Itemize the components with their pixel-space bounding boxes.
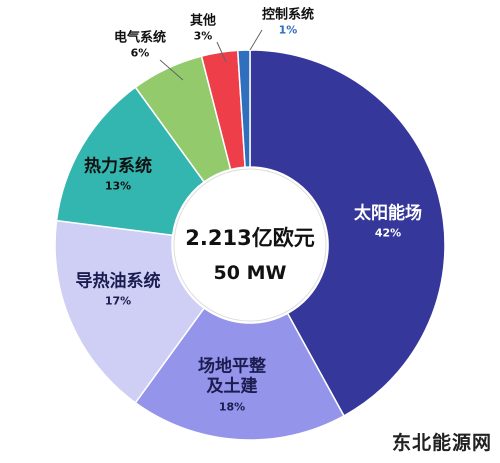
category-label: 其他 [189, 13, 217, 29]
slice [249, 49, 446, 417]
value-label: 3% [193, 29, 213, 43]
center-text: 50 MW [213, 262, 287, 284]
slice-label: 电气系统 6% [114, 31, 166, 60]
value-label: 42% [374, 227, 402, 241]
value-label: 18% [218, 400, 246, 414]
value-label: 1% [278, 23, 298, 37]
slice-label: 场地平整 及土建 18% [198, 357, 266, 414]
value-label: 13% [104, 180, 132, 194]
category-label: 热力系统 [84, 156, 152, 177]
category-label: 电气系统 [113, 30, 167, 46]
center-text: 2.213亿欧元 [185, 226, 315, 250]
leader-line [249, 29, 263, 51]
leader-line [216, 41, 227, 63]
watermark: 东北能源网 [391, 432, 492, 454]
slice-label: 热力系统 13% [84, 157, 152, 194]
value-label: 6% [130, 46, 150, 60]
slice-label: 其他 3% [190, 14, 216, 43]
category-label: 太阳能场 [354, 203, 422, 224]
category-label: 控制系统 [261, 7, 315, 23]
slice-label: 控制系统 1% [262, 8, 314, 37]
center-hole [173, 168, 327, 322]
category-label: 场地平整 及土建 [198, 356, 266, 397]
category-label: 导热油系统 [75, 271, 161, 292]
slice [54, 219, 206, 404]
slice [236, 49, 251, 168]
slice-label: 导热油系统 17% [76, 272, 161, 309]
leader-line [159, 59, 184, 81]
slice [134, 307, 345, 441]
value-label: 17% [104, 295, 132, 309]
slice-label: 太阳能场 42% [354, 204, 422, 241]
slice [55, 86, 206, 237]
